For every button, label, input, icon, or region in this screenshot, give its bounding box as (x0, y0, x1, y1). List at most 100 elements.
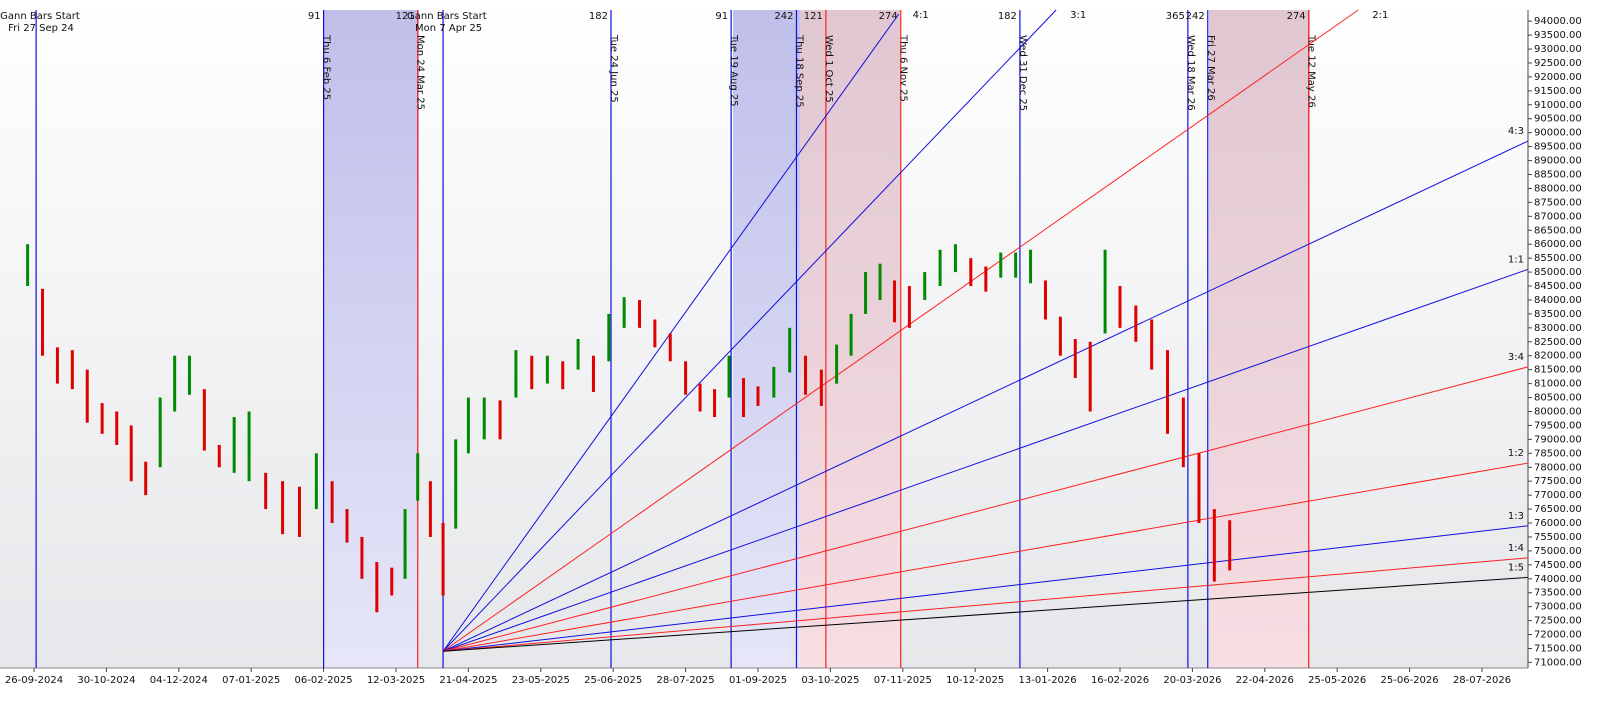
price-bar (1043, 280, 1047, 320)
cycle-date: Fri 27 Sep 24 (8, 23, 74, 34)
y-tick-label: 93500.00 (1534, 30, 1582, 41)
price-bar (835, 344, 839, 384)
y-tick-label: 85000.00 (1534, 267, 1582, 278)
price-bar (684, 361, 688, 395)
fan-line (443, 525, 1529, 652)
y-tick-label: 77500.00 (1534, 476, 1582, 487)
y-tick-label: 88000.00 (1534, 183, 1582, 194)
price-bar (390, 567, 394, 596)
price-bar (953, 244, 957, 273)
x-tick-label: 04-12-2024 (150, 675, 208, 686)
y-tick-label: 90500.00 (1534, 114, 1582, 125)
cycle-date: Wed 1 Oct 25 (823, 35, 834, 103)
price-bar (668, 333, 672, 362)
price-axis-area (1528, 0, 1600, 704)
price-bar (727, 355, 731, 398)
fan-line (442, 9, 1057, 652)
fan-line (442, 268, 1529, 652)
cycle-note: Gann Bars Start (0, 11, 80, 22)
x-tick-label: 25-06-2026 (1381, 675, 1439, 686)
price-bar (591, 355, 595, 392)
fan-label: 1:2 (1508, 448, 1524, 459)
fan-label: 4:1 (913, 10, 929, 21)
cycle-date: Tue 24 Jun 25 (608, 34, 619, 103)
cycle-count: 91 (715, 11, 728, 22)
y-tick-label: 88500.00 (1534, 170, 1582, 181)
fan-label: 1:4 (1508, 543, 1524, 554)
price-bar (713, 389, 717, 418)
price-bar (576, 339, 580, 370)
price-bar (622, 297, 626, 328)
price-bar (144, 461, 148, 496)
price-bar (1088, 341, 1092, 412)
y-tick-label: 80500.00 (1534, 393, 1582, 404)
x-tick-label: 12-03-2025 (367, 675, 425, 686)
price-bar (907, 286, 911, 328)
y-tick-label: 86000.00 (1534, 239, 1582, 250)
price-bar (788, 327, 792, 373)
y-tick-label: 94000.00 (1534, 16, 1582, 27)
cycle-date: Wed 18 Mar 26 (1185, 35, 1196, 111)
y-tick-label: 75000.00 (1534, 546, 1582, 557)
fan-line (442, 9, 1359, 652)
x-tick-label: 21-04-2025 (439, 675, 497, 686)
price-bar (1134, 305, 1138, 342)
price-bar (41, 288, 45, 356)
price-bar (202, 389, 206, 451)
y-tick-label: 83500.00 (1534, 309, 1582, 320)
cycle-count: 91 (308, 11, 321, 22)
price-bar (849, 313, 853, 356)
price-bar (1181, 397, 1185, 468)
cycle-count: 182 (589, 11, 608, 22)
y-tick-label: 77000.00 (1534, 490, 1582, 501)
price-bar (804, 355, 808, 395)
x-tick-label: 26-09-2024 (5, 675, 63, 686)
price-bar (297, 486, 301, 537)
x-tick-label: 25-05-2026 (1308, 675, 1366, 686)
x-tick-label: 22-04-2026 (1236, 675, 1294, 686)
price-bar (1103, 249, 1107, 334)
x-tick-label: 28-07-2026 (1453, 675, 1511, 686)
price-bar (247, 411, 251, 482)
cycle-date: Thu 18 Sep 25 (793, 34, 804, 108)
y-tick-label: 76500.00 (1534, 504, 1582, 515)
fan-label: 4:3 (1508, 126, 1524, 137)
price-bar (864, 272, 868, 314)
price-bar (100, 403, 104, 434)
cycle-note: Gann Bars Start (407, 11, 487, 22)
y-tick-label: 87000.00 (1534, 211, 1582, 222)
y-tick-label: 87500.00 (1534, 197, 1582, 208)
price-bar (360, 536, 364, 579)
cycle-count: 121 (804, 11, 823, 22)
y-tick-label: 86500.00 (1534, 225, 1582, 236)
price-bar (1212, 509, 1216, 582)
price-bar (1150, 319, 1154, 370)
fan-line (442, 140, 1529, 652)
cycle-shade (1209, 10, 1310, 668)
cycle-date: Thu 6 Nov 25 (898, 34, 909, 102)
price-bar (756, 386, 760, 406)
price-bar (1029, 249, 1033, 284)
price-bar (514, 350, 518, 398)
price-bar (819, 369, 823, 406)
y-tick-label: 81000.00 (1534, 379, 1582, 390)
y-tick-label: 78500.00 (1534, 448, 1582, 459)
fan-label: 1:3 (1508, 511, 1524, 522)
y-tick-label: 72500.00 (1534, 616, 1582, 627)
cycle-date: Mon 24 Mar 25 (415, 35, 426, 110)
x-tick-label: 28-07-2025 (657, 675, 715, 686)
cycle-count: 274 (1287, 11, 1306, 22)
y-tick-label: 91000.00 (1534, 100, 1582, 111)
y-tick-label: 79500.00 (1534, 420, 1582, 431)
price-bar (1197, 453, 1201, 524)
fan-label: 3:4 (1508, 352, 1524, 363)
price-bar (1228, 520, 1232, 571)
x-tick-label: 20-03-2026 (1163, 675, 1221, 686)
x-tick-label: 13-01-2026 (1019, 675, 1077, 686)
price-bar (923, 272, 927, 300)
cycle-date: Mon 7 Apr 25 (415, 23, 482, 34)
price-bar (530, 355, 534, 390)
fan-label: 1:5 (1508, 562, 1524, 573)
